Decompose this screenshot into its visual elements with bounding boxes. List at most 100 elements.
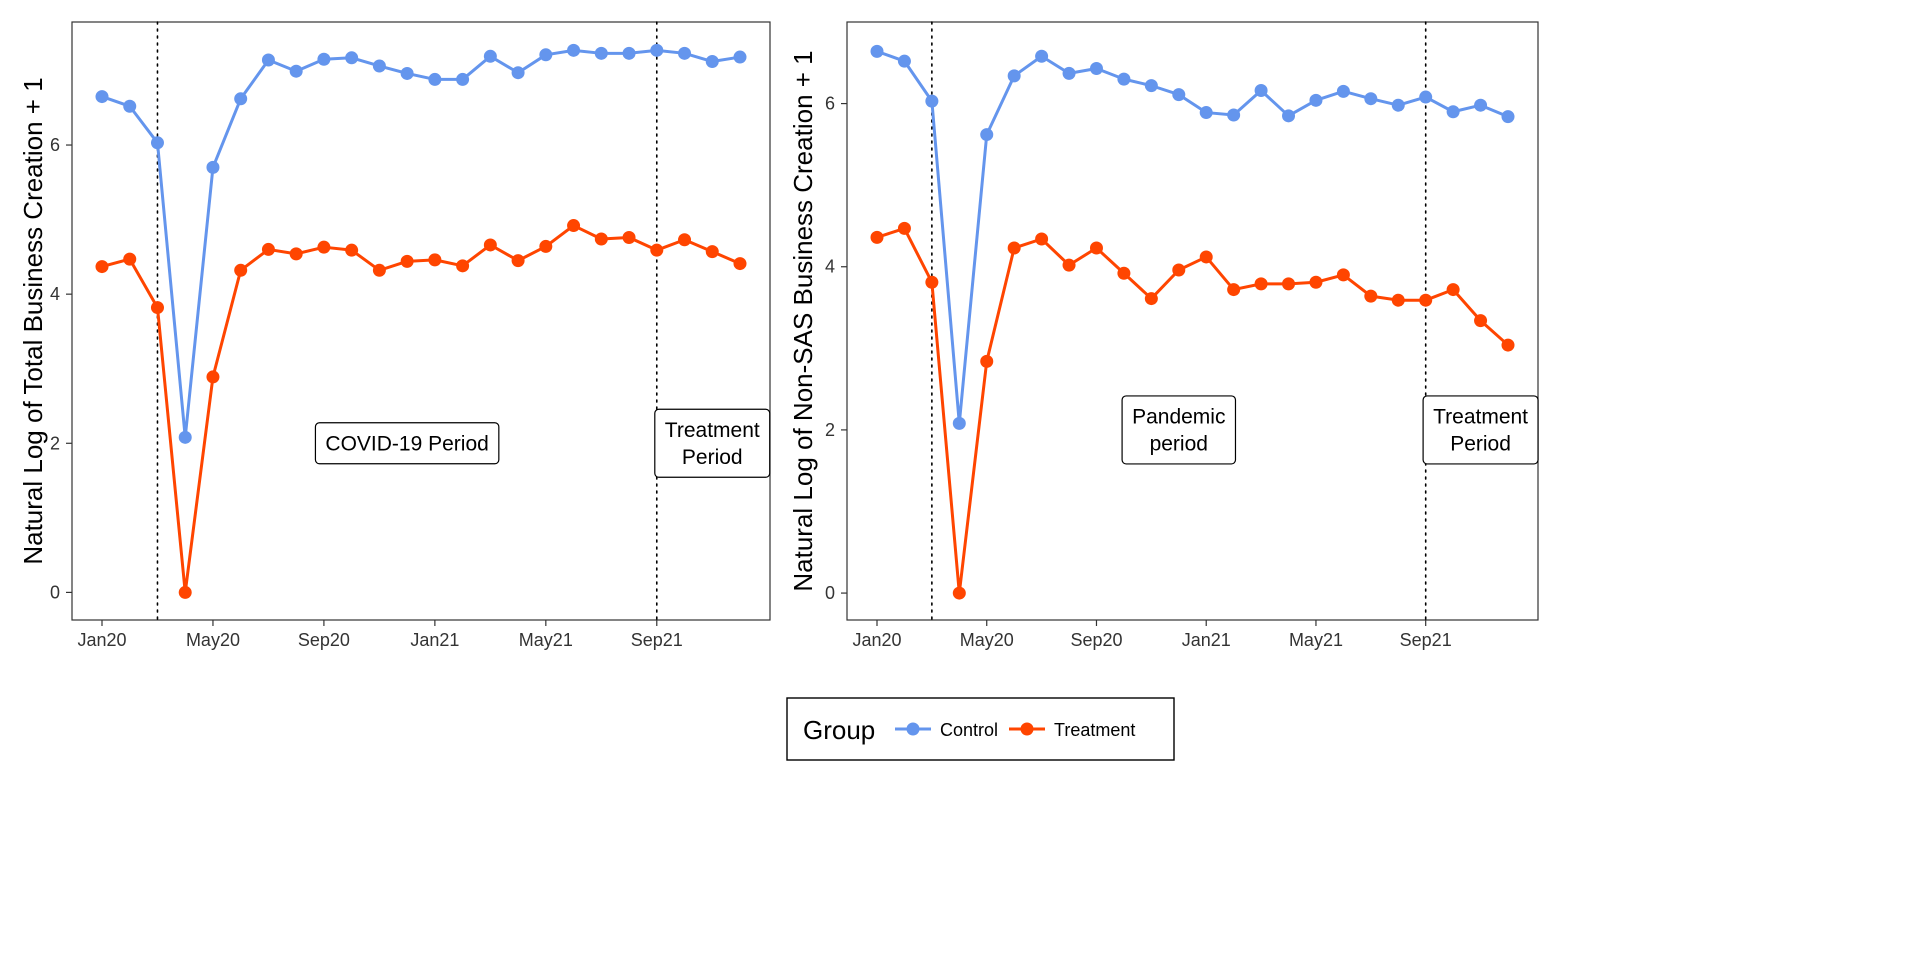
data-point-treatment <box>1007 241 1021 255</box>
data-point-treatment <box>428 253 442 267</box>
annotation-text: Period <box>1450 432 1511 455</box>
data-point-control <box>705 55 719 69</box>
data-point-treatment <box>123 252 137 266</box>
panel-2: 0 2 4 6 Jan20 May20 Sep20 Jan21 May21 Sep21 Natura… <box>788 21 1539 650</box>
data-point-treatment <box>1501 338 1515 352</box>
x-tick-label: Jan21 <box>410 630 459 650</box>
data-point-treatment <box>650 243 664 257</box>
data-point-control <box>1309 93 1323 107</box>
annotation-box <box>1121 395 1237 465</box>
data-point-control <box>594 46 608 60</box>
annotation-text: Treatment <box>1433 405 1528 428</box>
y-tick-label: 4 <box>825 257 835 277</box>
data-point-control <box>400 66 414 80</box>
data-point-treatment <box>870 230 884 244</box>
data-point-control <box>1199 106 1213 120</box>
data-point-treatment <box>897 221 911 235</box>
data-point-treatment <box>400 254 414 268</box>
data-point-treatment <box>705 245 719 259</box>
data-point-control <box>980 128 994 142</box>
data-point-control <box>952 416 966 430</box>
data-point-treatment <box>178 585 192 599</box>
legend-key-point <box>906 722 920 736</box>
data-point-control <box>1501 110 1515 124</box>
data-point-treatment <box>1035 232 1049 246</box>
data-point-treatment <box>289 247 303 261</box>
data-point-control <box>261 53 275 67</box>
data-point-treatment <box>483 238 497 252</box>
data-point-control <box>511 66 525 80</box>
data-point-treatment <box>150 301 164 315</box>
data-point-control <box>1419 90 1433 104</box>
data-point-treatment <box>1391 293 1405 307</box>
plot-frame <box>71 21 771 621</box>
annotation-label: COVID-19 Period <box>314 422 500 465</box>
data-point-treatment <box>206 370 220 384</box>
annotation-text: Pandemic <box>1132 405 1225 428</box>
data-point-control <box>150 136 164 150</box>
data-point-control <box>733 50 747 64</box>
data-point-control <box>870 44 884 58</box>
data-point-treatment <box>733 257 747 271</box>
data-point-control <box>539 48 553 62</box>
data-point-control <box>372 59 386 73</box>
y-tick-label: 0 <box>50 582 60 602</box>
legend-label: Treatment <box>1054 720 1135 740</box>
series-line-control <box>876 49 1509 425</box>
data-point-treatment <box>1089 241 1103 255</box>
series-line-treatment <box>101 224 741 594</box>
annotation-box <box>654 408 771 478</box>
legend-key-point <box>1020 722 1034 736</box>
data-point-treatment <box>317 240 331 254</box>
data-point-treatment <box>1364 289 1378 303</box>
y-tick-label: 6 <box>825 94 835 114</box>
annotation-label: Treatment Period <box>654 408 771 478</box>
data-point-treatment <box>1282 277 1296 291</box>
data-point-treatment <box>980 354 994 368</box>
legend: Group Control Treatment <box>786 697 1175 761</box>
x-tick-label: Sep20 <box>1070 630 1122 650</box>
x-tick-label: May21 <box>519 630 573 650</box>
y-tick-label: 4 <box>50 284 60 304</box>
data-point-treatment <box>1172 263 1186 277</box>
data-point-treatment <box>261 242 275 256</box>
legend-title: Group <box>803 715 875 745</box>
data-point-control <box>897 54 911 68</box>
data-point-control <box>1474 98 1488 112</box>
x-tick-label: Sep21 <box>1400 630 1452 650</box>
data-point-treatment <box>1446 283 1460 297</box>
data-point-control <box>123 99 137 113</box>
x-tick-label: Sep21 <box>631 630 683 650</box>
data-point-treatment <box>925 275 939 289</box>
data-point-control <box>206 160 220 174</box>
annotation-label: Treatment Period <box>1422 395 1539 465</box>
x-tick-label: May21 <box>1289 630 1343 650</box>
data-point-control <box>178 430 192 444</box>
data-point-control <box>567 43 581 57</box>
data-point-control <box>1172 88 1186 102</box>
y-tick-label: 2 <box>50 433 60 453</box>
data-point-treatment <box>952 586 966 600</box>
data-point-control <box>1282 109 1296 123</box>
data-point-treatment <box>1309 275 1323 289</box>
data-point-treatment <box>594 232 608 246</box>
data-point-treatment <box>511 254 525 268</box>
x-tick-label: May20 <box>960 630 1014 650</box>
data-point-control <box>622 46 636 60</box>
annotation-label: Pandemic period <box>1121 395 1237 465</box>
annotation-box <box>314 422 500 465</box>
data-point-control <box>95 90 109 104</box>
annotation-box <box>1422 395 1539 465</box>
data-point-control <box>1446 105 1460 119</box>
y-axis-label: Natural Log of Total Business Creation +… <box>18 77 48 564</box>
data-point-treatment <box>539 239 553 253</box>
data-point-treatment <box>95 260 109 274</box>
data-point-treatment <box>678 233 692 247</box>
data-point-control <box>1336 84 1350 98</box>
data-point-treatment <box>456 259 470 273</box>
data-point-control <box>1007 69 1021 83</box>
data-point-control <box>925 94 939 108</box>
y-tick-label: 0 <box>825 583 835 603</box>
data-point-control <box>1227 108 1241 122</box>
